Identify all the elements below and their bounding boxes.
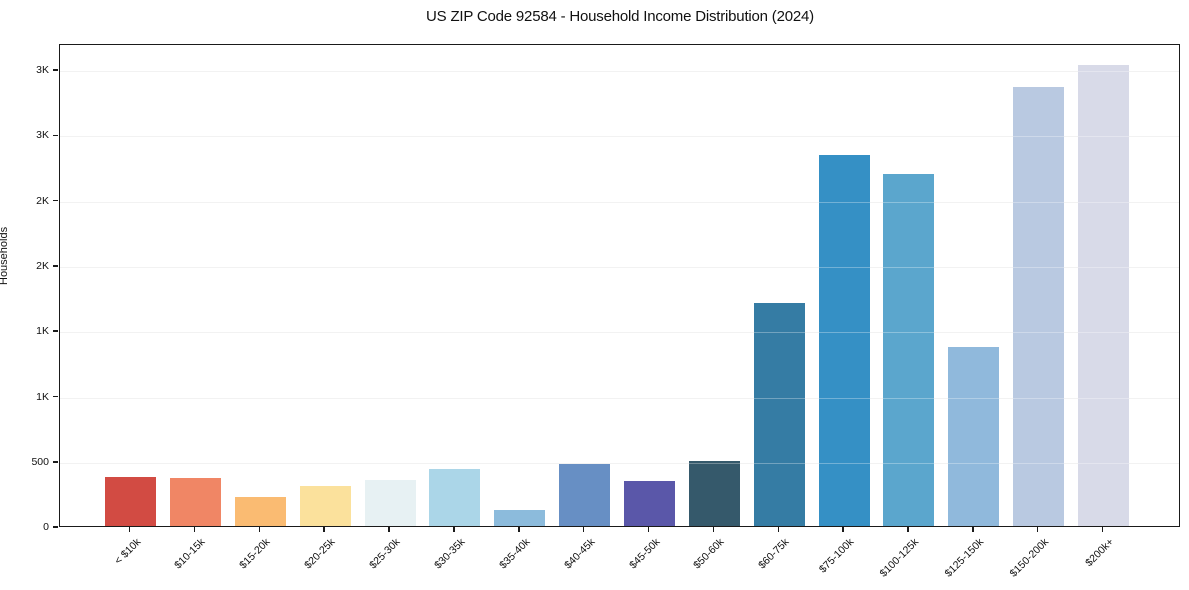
plot-area	[59, 44, 1180, 527]
x-tick-mark-2	[258, 527, 260, 532]
x-tick-mark-5	[453, 527, 455, 532]
x-tick-mark-6	[518, 527, 520, 532]
y-tick-mark-3500	[53, 69, 58, 71]
gridline-2500	[60, 201, 1179, 203]
y-tick-mark-2000	[53, 265, 58, 267]
y-tick-label-1000: 1K	[36, 390, 49, 403]
gridline-3500	[60, 71, 1179, 73]
y-tick-mark-0	[53, 526, 58, 528]
gridline-500	[60, 462, 1179, 464]
bar-45-50k	[624, 481, 675, 526]
x-tick-mark-12	[907, 527, 909, 532]
y-tick-label-3500: 3K	[36, 64, 49, 77]
y-tick-mark-500	[53, 461, 58, 463]
y-tick-label-500: 500	[31, 455, 49, 468]
bar-100-125k	[883, 173, 935, 526]
y-axis-title: Households	[0, 226, 10, 285]
x-tick-mark-3	[323, 527, 325, 532]
bar-50-60k	[688, 461, 740, 526]
x-tick-mark-11	[842, 527, 844, 532]
bar-30-35k	[429, 468, 481, 526]
bar-10-15k	[169, 477, 221, 526]
y-tick-mark-2500	[53, 199, 58, 202]
bar-75-100k	[818, 154, 870, 526]
gridline-3500	[60, 71, 1179, 73]
y-tick-label-2000: 2K	[36, 259, 49, 272]
bar-10k	[105, 477, 156, 526]
bar-125-150k	[948, 346, 1000, 526]
x-tick-mark-13	[972, 527, 974, 532]
bar-20-25k	[299, 485, 351, 526]
gridline-3000	[60, 136, 1179, 138]
gridline-1500	[60, 332, 1179, 334]
y-tick-label-3000: 3K	[36, 129, 49, 142]
x-tick-mark-7	[582, 527, 585, 532]
x-tick-mark-14	[1036, 527, 1039, 532]
x-tick-mark-0	[128, 527, 131, 532]
bar-25-30k	[364, 480, 416, 526]
gridline-1500	[60, 332, 1179, 334]
bar-35-40k	[494, 510, 546, 526]
chart-title: US ZIP Code 92584 - Household Income Dis…	[426, 8, 814, 25]
bar-15-20k	[234, 497, 286, 526]
x-tick-mark-15	[1101, 527, 1104, 532]
y-tick-mark-1000	[53, 395, 58, 398]
bar-200k+	[1078, 65, 1130, 526]
y-tick-mark-1500	[53, 330, 58, 332]
x-tick-mark-4	[388, 527, 390, 532]
gridline-500	[60, 462, 1179, 464]
y-tick-label-2500: 2K	[36, 194, 49, 207]
x-tick-mark-9	[712, 527, 715, 532]
bar-150-200k	[1013, 86, 1065, 526]
gridline-2500	[60, 201, 1179, 203]
gridline-1000	[60, 397, 1179, 399]
x-tick-mark-10	[777, 527, 779, 532]
gridline-2000	[60, 266, 1179, 268]
x-tick-mark-1	[193, 527, 196, 532]
gridline-2000	[60, 266, 1179, 268]
y-tick-mark-3000	[53, 134, 58, 137]
y-tick-label-0: 0	[43, 521, 49, 533]
y-tick-label-1500: 1K	[36, 325, 49, 338]
x-tick-mark-8	[647, 527, 650, 532]
gridline-3000	[60, 136, 1179, 138]
gridline-1000	[60, 397, 1179, 399]
bar-60-75k	[753, 303, 805, 526]
bar-40-45k	[559, 464, 611, 526]
